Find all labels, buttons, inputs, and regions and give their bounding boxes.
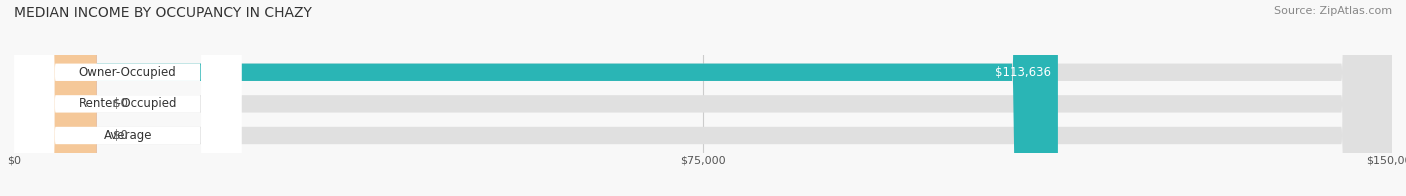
FancyBboxPatch shape <box>14 0 1392 196</box>
Text: $0: $0 <box>114 129 128 142</box>
Text: Source: ZipAtlas.com: Source: ZipAtlas.com <box>1274 6 1392 16</box>
Text: Owner-Occupied: Owner-Occupied <box>79 66 177 79</box>
FancyBboxPatch shape <box>14 0 97 196</box>
Text: $0: $0 <box>114 97 128 110</box>
Text: MEDIAN INCOME BY OCCUPANCY IN CHAZY: MEDIAN INCOME BY OCCUPANCY IN CHAZY <box>14 6 312 20</box>
Text: $113,636: $113,636 <box>995 66 1052 79</box>
FancyBboxPatch shape <box>14 0 1057 196</box>
FancyBboxPatch shape <box>14 0 1392 196</box>
FancyBboxPatch shape <box>14 0 242 196</box>
FancyBboxPatch shape <box>14 0 1392 196</box>
FancyBboxPatch shape <box>14 0 242 196</box>
Text: Average: Average <box>104 129 152 142</box>
FancyBboxPatch shape <box>14 0 242 196</box>
Text: Renter-Occupied: Renter-Occupied <box>79 97 177 110</box>
FancyBboxPatch shape <box>14 0 97 196</box>
